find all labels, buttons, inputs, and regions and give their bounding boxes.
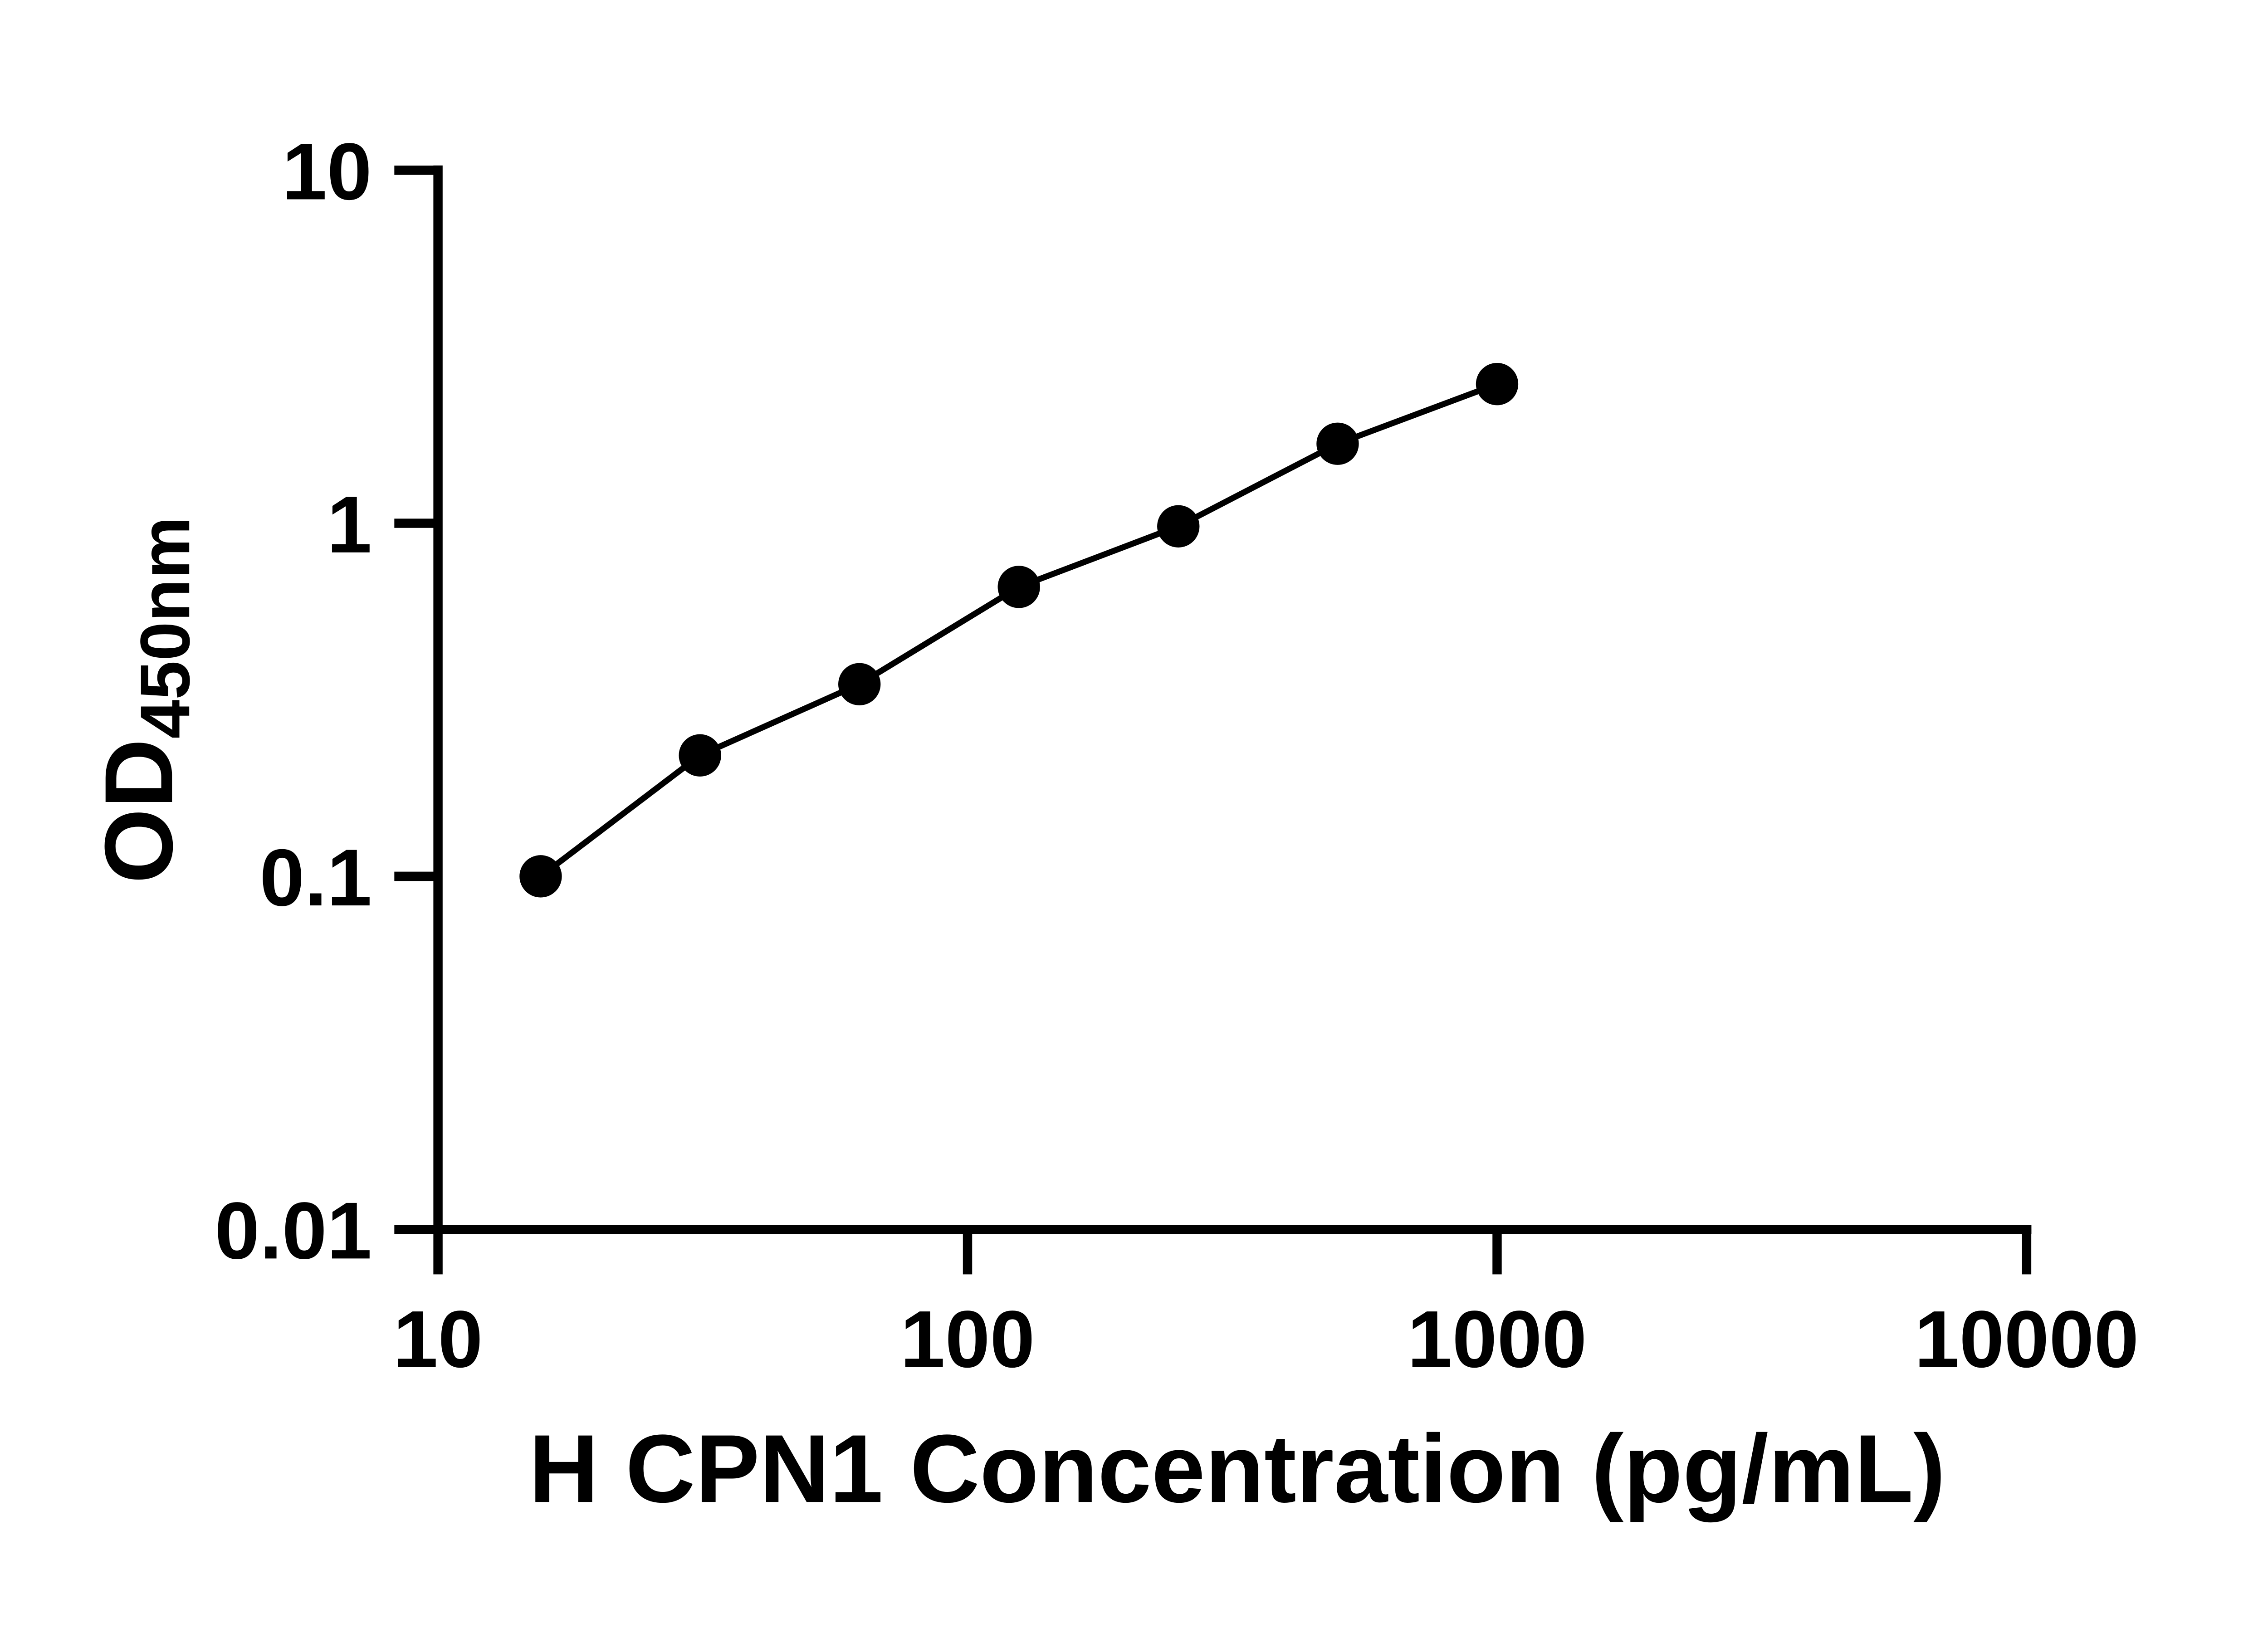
data-point-marker <box>838 663 881 705</box>
y-axis-title-main: OD <box>85 739 193 884</box>
data-point-marker <box>1476 363 1519 406</box>
y-axis-ticks: 0.01 0.1 1 10 <box>215 126 438 1276</box>
data-point-marker <box>679 734 721 777</box>
y-axis-title-subscript: 450nm <box>126 517 204 739</box>
data-point-marker <box>519 855 562 898</box>
data-point-marker <box>1157 505 1200 548</box>
data-point-marker <box>1316 422 1359 465</box>
data-point-marker <box>997 566 1040 608</box>
y-tick-label: 0.01 <box>215 1185 371 1276</box>
chart-background <box>0 22 2268 1611</box>
x-tick-label: 1000 <box>1408 1294 1587 1384</box>
y-tick-label: 10 <box>282 126 372 216</box>
y-tick-label: 1 <box>327 479 372 570</box>
y-axis-title: OD450nm <box>85 517 204 884</box>
x-axis-title: H CPN1 Concentration (pg/mL) <box>529 1415 1945 1523</box>
x-axis-ticks: 10 100 1000 10000 <box>393 1229 2139 1384</box>
x-tick-label: 10 <box>393 1294 483 1384</box>
x-tick-label: 100 <box>900 1294 1035 1384</box>
y-tick-label: 0.1 <box>259 832 371 923</box>
x-tick-label: 10000 <box>1915 1294 2139 1384</box>
data-points <box>519 363 1519 898</box>
